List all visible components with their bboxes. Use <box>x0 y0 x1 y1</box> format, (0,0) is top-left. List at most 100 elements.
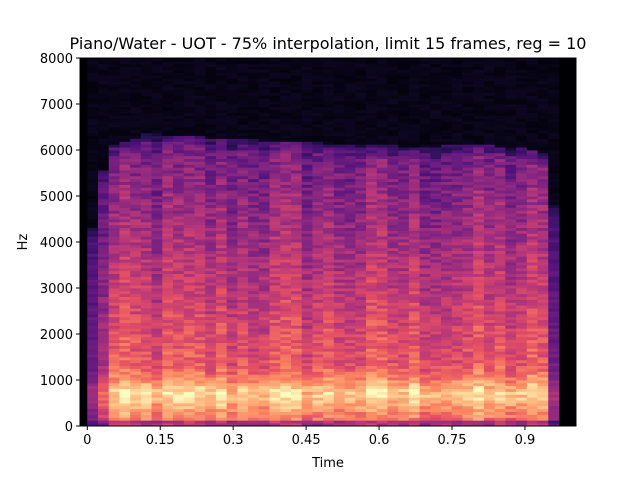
spectrogram-cell <box>451 420 463 424</box>
spectrogram-cell <box>140 302 153 306</box>
spectrogram-cell <box>108 170 120 174</box>
spectrogram-cell <box>226 178 238 183</box>
spectrogram-cell <box>205 279 217 283</box>
spectrogram-cell <box>87 161 99 165</box>
spectrogram-cell <box>301 273 313 277</box>
spectrogram-cell <box>355 322 367 326</box>
spectrogram-cell <box>290 135 303 139</box>
spectrogram-cell <box>398 334 410 338</box>
spectrogram-cell <box>87 336 99 341</box>
spectrogram-cell <box>130 342 142 346</box>
spectrogram-cell <box>312 135 324 139</box>
spectrogram-cell <box>226 380 238 384</box>
spectrogram-cell <box>173 101 185 105</box>
spectrogram-cell <box>419 213 431 217</box>
spectrogram-cell <box>215 276 228 280</box>
spectrogram-cell <box>333 219 345 223</box>
spectrogram-cell <box>494 405 506 410</box>
spectrogram-cell <box>451 213 463 217</box>
spectrogram-cell <box>194 420 206 424</box>
spectrogram-cell <box>333 196 345 200</box>
spectrogram-cell <box>366 147 378 151</box>
spectrogram-cell <box>248 282 260 286</box>
spectrogram-cell <box>441 305 453 309</box>
spectrogram-cell <box>312 161 324 165</box>
spectrogram-cell <box>473 173 485 177</box>
spectrogram-cell <box>483 414 496 418</box>
spectrogram-cell <box>280 339 292 344</box>
spectrogram-cell <box>108 288 120 292</box>
spectrogram-cell <box>441 417 453 421</box>
spectrogram-cell <box>258 144 270 148</box>
spectrogram-cell <box>408 104 421 108</box>
spectrogram-cell <box>108 63 120 68</box>
spectrogram-cell <box>419 273 431 277</box>
spectrogram-cell <box>494 147 506 151</box>
spectrogram-cell <box>205 224 217 229</box>
spectrogram-cell <box>312 403 324 407</box>
spectrogram-cell <box>183 351 195 355</box>
spectrogram-cell <box>162 230 174 234</box>
spectrogram-cell <box>451 63 463 68</box>
spectrogram-cell <box>398 207 410 211</box>
spectrogram-cell <box>344 380 356 384</box>
spectrogram-cell <box>301 198 313 203</box>
spectrogram-cell <box>140 219 153 223</box>
spectrogram-cell <box>151 144 163 148</box>
spectrogram-cell <box>162 265 174 269</box>
spectrogram-cell <box>398 150 410 154</box>
spectrogram-cell <box>98 63 110 68</box>
spectrogram-cell <box>441 236 453 240</box>
spectrogram-cell <box>312 112 324 116</box>
spectrogram-cell <box>215 233 228 237</box>
spectrogram-cell <box>237 115 249 119</box>
spectrogram-cell <box>280 193 292 197</box>
spectrogram-cell <box>290 348 303 352</box>
spectrogram-cell <box>483 296 496 300</box>
spectrogram-cell <box>140 69 153 73</box>
spectrogram-cell <box>183 115 195 119</box>
spectrogram-cell <box>408 175 421 180</box>
spectrogram-cell <box>205 127 217 131</box>
spectrogram-cell <box>151 178 163 183</box>
spectrogram-cell <box>419 112 431 116</box>
spectrogram-cell <box>226 181 238 185</box>
spectrogram-cell <box>226 78 238 82</box>
spectrogram-cell <box>441 78 453 82</box>
spectrogram-cell <box>237 388 249 392</box>
spectrogram-cell <box>98 167 110 171</box>
spectrogram-cell <box>333 69 345 73</box>
spectrogram-cell <box>323 112 335 116</box>
spectrogram-cell <box>237 385 249 390</box>
spectrogram-cell <box>441 351 453 355</box>
spectrogram-cell <box>398 98 410 102</box>
spectrogram-cell <box>441 224 453 229</box>
spectrogram-cell <box>333 109 345 114</box>
spectrogram-cell <box>366 377 378 381</box>
spectrogram-cell <box>430 382 442 387</box>
spectrogram-cell <box>301 121 313 125</box>
spectrogram-cell <box>344 175 356 180</box>
spectrogram-cell <box>237 207 249 211</box>
spectrogram-cell <box>301 408 313 413</box>
spectrogram-cell <box>205 319 217 323</box>
spectrogram-cell <box>366 167 378 171</box>
spectrogram-cell <box>173 170 185 174</box>
spectrogram-cell <box>430 175 442 180</box>
spectrogram-cell <box>162 236 174 240</box>
spectrogram-cell <box>462 219 474 223</box>
spectrogram-cell <box>355 167 367 171</box>
spectrogram-cell <box>258 322 270 326</box>
spectrogram-cell <box>419 89 431 93</box>
spectrogram-cell <box>344 187 356 191</box>
spectrogram-cell <box>226 290 238 295</box>
spectrogram-cell <box>301 236 313 240</box>
spectrogram-cell <box>323 322 335 326</box>
spectrogram-cell <box>280 336 292 341</box>
spectrogram-cell <box>344 86 356 91</box>
spectrogram-cell <box>344 423 356 427</box>
spectrogram-cell <box>205 351 217 355</box>
spectrogram-cell <box>323 193 335 197</box>
spectrogram-cell <box>98 138 110 142</box>
spectrogram-cell <box>108 388 120 392</box>
